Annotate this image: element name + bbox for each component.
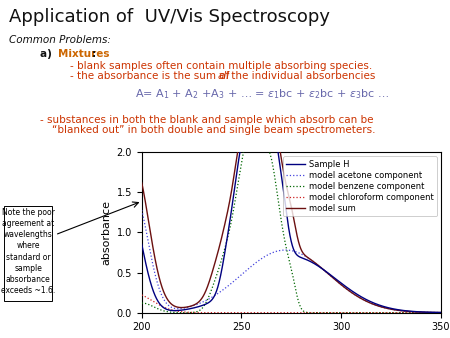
model benzene component xyxy=(375,311,380,315)
model benzene component xyxy=(139,301,144,305)
model sum xyxy=(139,181,144,185)
Sample H xyxy=(375,303,380,307)
Line: model sum: model sum xyxy=(142,144,441,313)
model acetone component xyxy=(430,310,435,314)
model chloroform component xyxy=(139,293,144,297)
Line: model acetone component: model acetone component xyxy=(142,210,441,313)
Text: all: all xyxy=(217,71,230,81)
Text: - substances in both the blank and sample which absorb can be: - substances in both the blank and sampl… xyxy=(40,115,374,125)
Line: model chloroform component: model chloroform component xyxy=(142,295,441,313)
model benzene component xyxy=(277,207,282,211)
Text: Note the poor
agreement at
wavelengths
where
standard or
sample
absorbance
excee: Note the poor agreement at wavelengths w… xyxy=(1,208,55,295)
model chloroform component xyxy=(430,311,435,315)
model benzene component xyxy=(242,146,247,150)
Y-axis label: absorbance: absorbance xyxy=(101,200,111,265)
Sample H xyxy=(154,297,160,301)
FancyBboxPatch shape xyxy=(4,206,53,301)
model chloroform component xyxy=(284,311,290,315)
Text: a): a) xyxy=(40,49,56,59)
Text: :: : xyxy=(92,49,96,59)
Line: model benzene component: model benzene component xyxy=(142,148,441,313)
Text: the individual absorbencies: the individual absorbencies xyxy=(228,71,375,81)
Text: - blank samples often contain multiple absorbing species.: - blank samples often contain multiple a… xyxy=(70,61,372,71)
model sum xyxy=(438,311,444,315)
model benzene component xyxy=(430,311,435,315)
model acetone component xyxy=(438,311,444,315)
Text: - the absorbance is the sum of: - the absorbance is the sum of xyxy=(70,71,232,81)
Sample H xyxy=(430,310,435,314)
model chloroform component xyxy=(429,311,435,315)
model acetone component xyxy=(154,280,160,284)
model sum xyxy=(236,142,242,146)
model acetone component xyxy=(375,304,380,308)
Line: Sample H: Sample H xyxy=(142,148,441,313)
model chloroform component xyxy=(375,311,380,315)
model acetone component xyxy=(284,248,290,252)
model sum xyxy=(277,145,282,149)
Sample H xyxy=(430,310,435,314)
Legend: Sample H, model acetone component, model benzene component, model chloroform com: Sample H, model acetone component, model… xyxy=(283,156,437,216)
model benzene component xyxy=(285,251,290,255)
model acetone component xyxy=(139,208,144,212)
Text: Application of  UV/Vis Spectroscopy: Application of UV/Vis Spectroscopy xyxy=(9,8,330,26)
model benzene component xyxy=(438,311,444,315)
Text: Mixtures: Mixtures xyxy=(58,49,109,59)
model sum xyxy=(430,310,435,314)
model sum xyxy=(285,188,290,192)
model sum xyxy=(430,310,435,314)
Sample H xyxy=(285,218,290,222)
model chloroform component xyxy=(438,311,444,315)
model benzene component xyxy=(154,306,160,310)
model acetone component xyxy=(429,310,435,314)
Sample H xyxy=(139,242,144,246)
Sample H xyxy=(438,311,444,315)
Text: “blanked out” in both double and single beam spectrometers.: “blanked out” in both double and single … xyxy=(52,125,375,135)
model acetone component xyxy=(277,249,282,253)
Text: A= A$_1$ + A$_2$ +A$_3$ + … = $\varepsilon_1$bc + $\varepsilon_2$bc + $\varepsil: A= A$_1$ + A$_2$ +A$_3$ + … = $\varepsil… xyxy=(135,87,389,101)
Text: Common Problems:: Common Problems: xyxy=(9,35,111,46)
model chloroform component xyxy=(154,301,160,306)
Sample H xyxy=(238,146,243,150)
model chloroform component xyxy=(277,311,282,315)
model sum xyxy=(154,266,160,270)
model benzene component xyxy=(430,311,435,315)
Sample H xyxy=(277,160,282,164)
model sum xyxy=(375,304,380,308)
